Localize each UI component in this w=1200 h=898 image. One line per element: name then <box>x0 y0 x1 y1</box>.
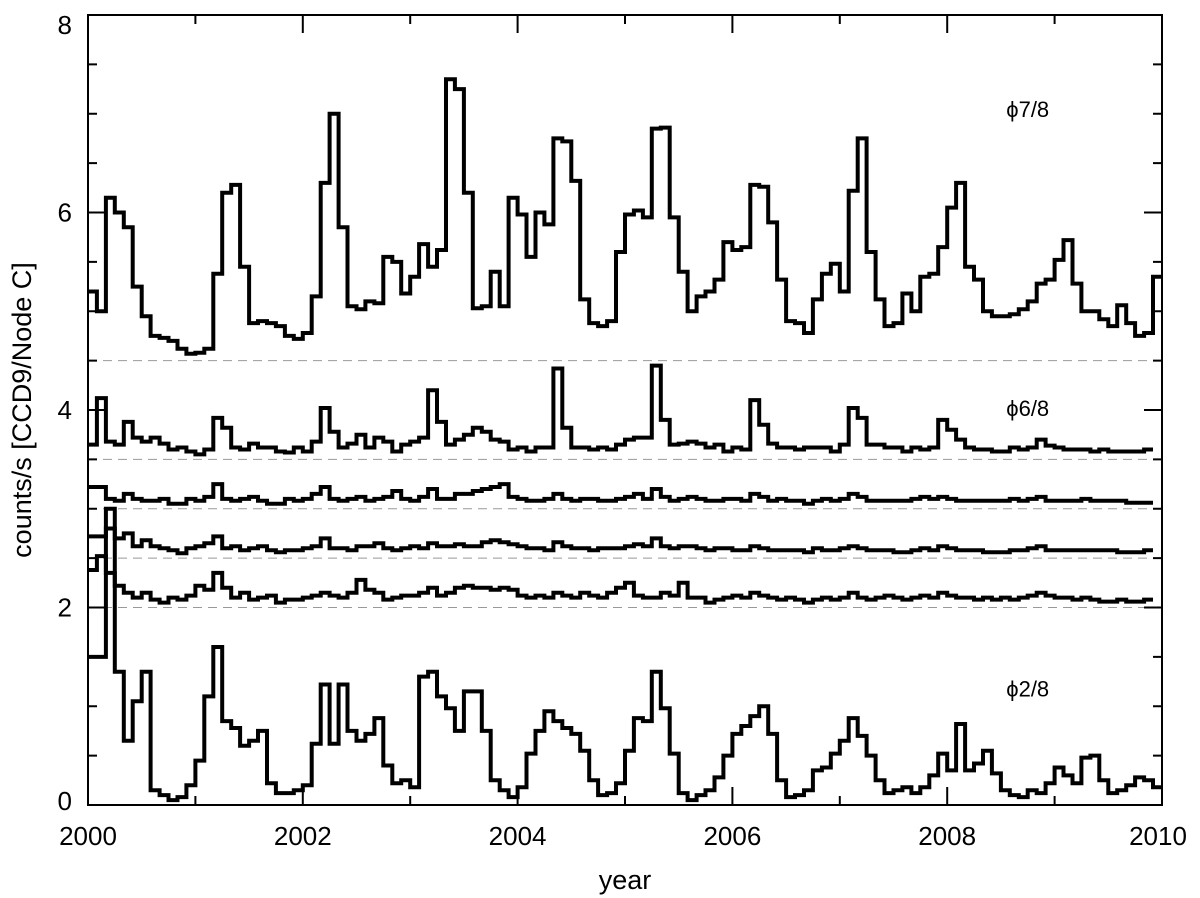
series-layer <box>88 77 1162 803</box>
phase-label-1: ϕ6/8 <box>1006 396 1049 421</box>
phase-label-2: ϕ2/8 <box>1006 676 1049 701</box>
reference-lines <box>88 360 1162 608</box>
plot-frame <box>87 14 1163 806</box>
y-tick-label: 8 <box>58 10 72 40</box>
series-line-0 <box>88 77 1162 356</box>
y-tick-label: 6 <box>58 198 72 228</box>
axis-ticks <box>87 14 1163 806</box>
series-line-5 <box>88 506 1162 803</box>
x-tick-label: 2006 <box>703 821 761 851</box>
series-line-3 <box>88 526 1153 556</box>
x-tick-label: 2004 <box>489 821 547 851</box>
y-tick-label: 0 <box>58 786 72 816</box>
x-axis-title: year <box>599 865 652 895</box>
x-tick-label: 2008 <box>918 821 976 851</box>
tick-labels: 2000 2002 2004 2006 2008 2010 0 2 4 6 8 <box>58 10 1187 851</box>
phase-label-0: ϕ7/8 <box>1006 97 1049 122</box>
y-tick-label: 2 <box>58 593 72 623</box>
y-tick-label: 4 <box>58 395 72 425</box>
series-line-1 <box>88 363 1153 457</box>
x-tick-label: 2000 <box>59 821 117 851</box>
y-axis-title: counts/s [CCD9/Node C] <box>7 262 37 558</box>
x-tick-label: 2010 <box>1129 821 1187 851</box>
annotations: ϕ7/8 ϕ6/8 ϕ2/8 <box>1006 97 1049 702</box>
series-line-4 <box>88 554 1153 605</box>
series-line-2 <box>88 482 1153 506</box>
x-tick-label: 2002 <box>274 821 332 851</box>
